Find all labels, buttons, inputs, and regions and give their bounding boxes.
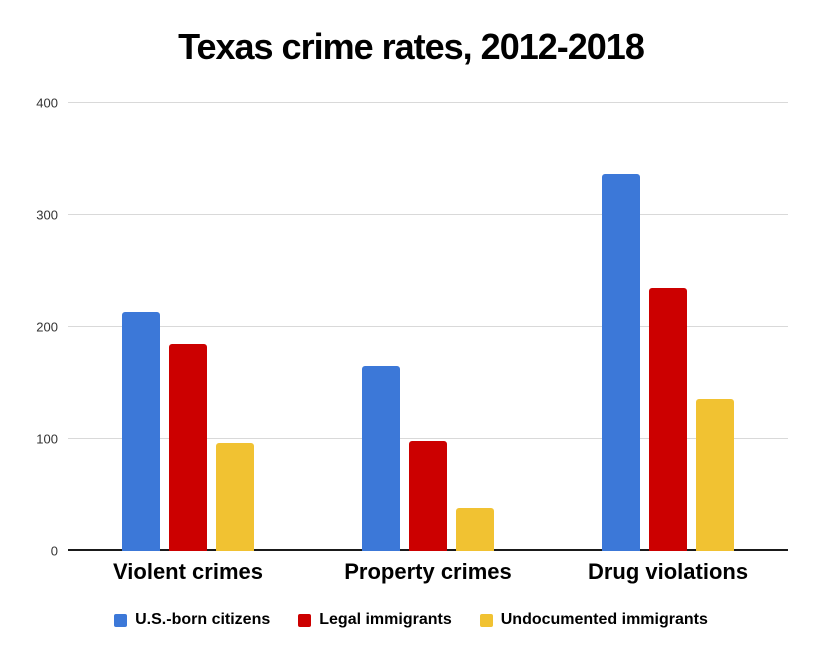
bar-legal-immigrants-2 <box>649 287 687 551</box>
chart-title: Texas crime rates, 2012-2018 <box>178 26 645 67</box>
y-tick-label-100: 100 <box>36 431 58 447</box>
plot-area: 0 100 200 300 400 <box>36 96 788 559</box>
y-tick-label-300: 300 <box>36 207 58 223</box>
legend-swatch-icon <box>298 613 312 627</box>
y-tick-label-0: 0 <box>50 543 58 559</box>
legend-label-2: Undocumented immigrants <box>500 611 708 628</box>
bar-u-s-born-citizens-1 <box>362 366 400 551</box>
x-category-label-2: Drug violations <box>587 559 749 584</box>
gridline-300 <box>68 214 788 215</box>
bar-legal-immigrants-1 <box>409 441 447 551</box>
gridline-400 <box>68 102 788 103</box>
gridline-100 <box>68 438 788 439</box>
bar-u-s-born-citizens-2 <box>602 173 640 551</box>
legend-label-0: U.S.-born citizens <box>135 611 271 628</box>
legend: U.S.-born citizens Legal immigrants Undocu… <box>0 611 822 629</box>
bar-groups <box>68 103 788 551</box>
bar-group-1 <box>308 103 548 551</box>
bar-legal-immigrants-0 <box>169 343 207 551</box>
legend-item-0: U.S.-born citizens <box>114 611 270 629</box>
bar-u-s-born-citizens-0 <box>122 312 160 551</box>
y-tick-label-400: 400 <box>36 95 58 111</box>
legend-item-1: Legal immigrants <box>298 611 452 629</box>
bar-group-0 <box>68 103 308 551</box>
x-category-label-1: Property crimes <box>344 559 512 584</box>
x-axis-labels: Violent crimes Property crimes Drug violat… <box>68 559 788 585</box>
y-tick-label-200: 200 <box>36 319 58 335</box>
bar-undocumented-immigrants-0 <box>216 443 254 551</box>
gridline-200 <box>68 326 788 327</box>
legend-swatch-icon <box>114 613 128 627</box>
bar-undocumented-immigrants-2 <box>696 398 734 551</box>
x-category-label-0: Violent crimes <box>113 559 263 584</box>
legend-item-2: Undocumented immigrants <box>479 611 708 629</box>
bar-undocumented-immigrants-1 <box>456 508 494 551</box>
bar-group-2 <box>548 103 788 551</box>
legend-label-1: Legal immigrants <box>319 611 452 628</box>
legend-swatch-icon <box>479 613 493 627</box>
